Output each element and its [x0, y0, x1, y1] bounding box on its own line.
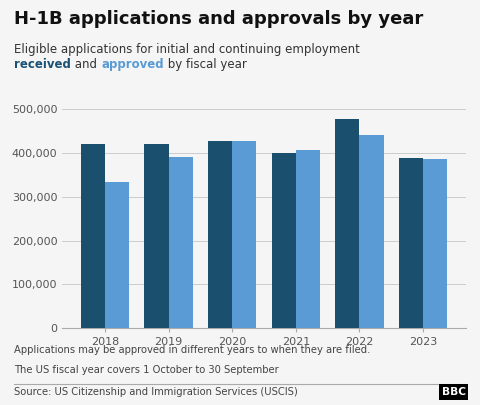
Bar	[144, 144, 168, 328]
Text: H-1B applications and approvals by year: H-1B applications and approvals by year	[14, 10, 424, 28]
Text: Eligible applications for initial and continuing employment: Eligible applications for initial and co…	[14, 43, 360, 56]
Text: approved: approved	[101, 58, 164, 71]
Text: by fiscal year: by fiscal year	[164, 58, 247, 71]
Bar	[208, 141, 232, 328]
Text: The US fiscal year covers 1 October to 30 September: The US fiscal year covers 1 October to 3…	[14, 365, 279, 375]
Bar	[335, 119, 360, 328]
Bar	[296, 149, 320, 328]
Text: and: and	[71, 58, 101, 71]
Bar	[272, 153, 296, 328]
Bar	[105, 181, 129, 328]
Text: Source: US Citizenship and Immigration Services (USCIS): Source: US Citizenship and Immigration S…	[14, 387, 298, 397]
Text: Applications may be approved in different years to when they are filed.: Applications may be approved in differen…	[14, 345, 371, 355]
Text: received: received	[14, 58, 71, 71]
Bar	[360, 135, 384, 328]
Bar	[232, 141, 256, 328]
Text: BBC: BBC	[442, 387, 466, 397]
Bar	[423, 159, 447, 328]
Bar	[81, 144, 105, 328]
Bar	[168, 158, 193, 328]
Bar	[399, 158, 423, 328]
